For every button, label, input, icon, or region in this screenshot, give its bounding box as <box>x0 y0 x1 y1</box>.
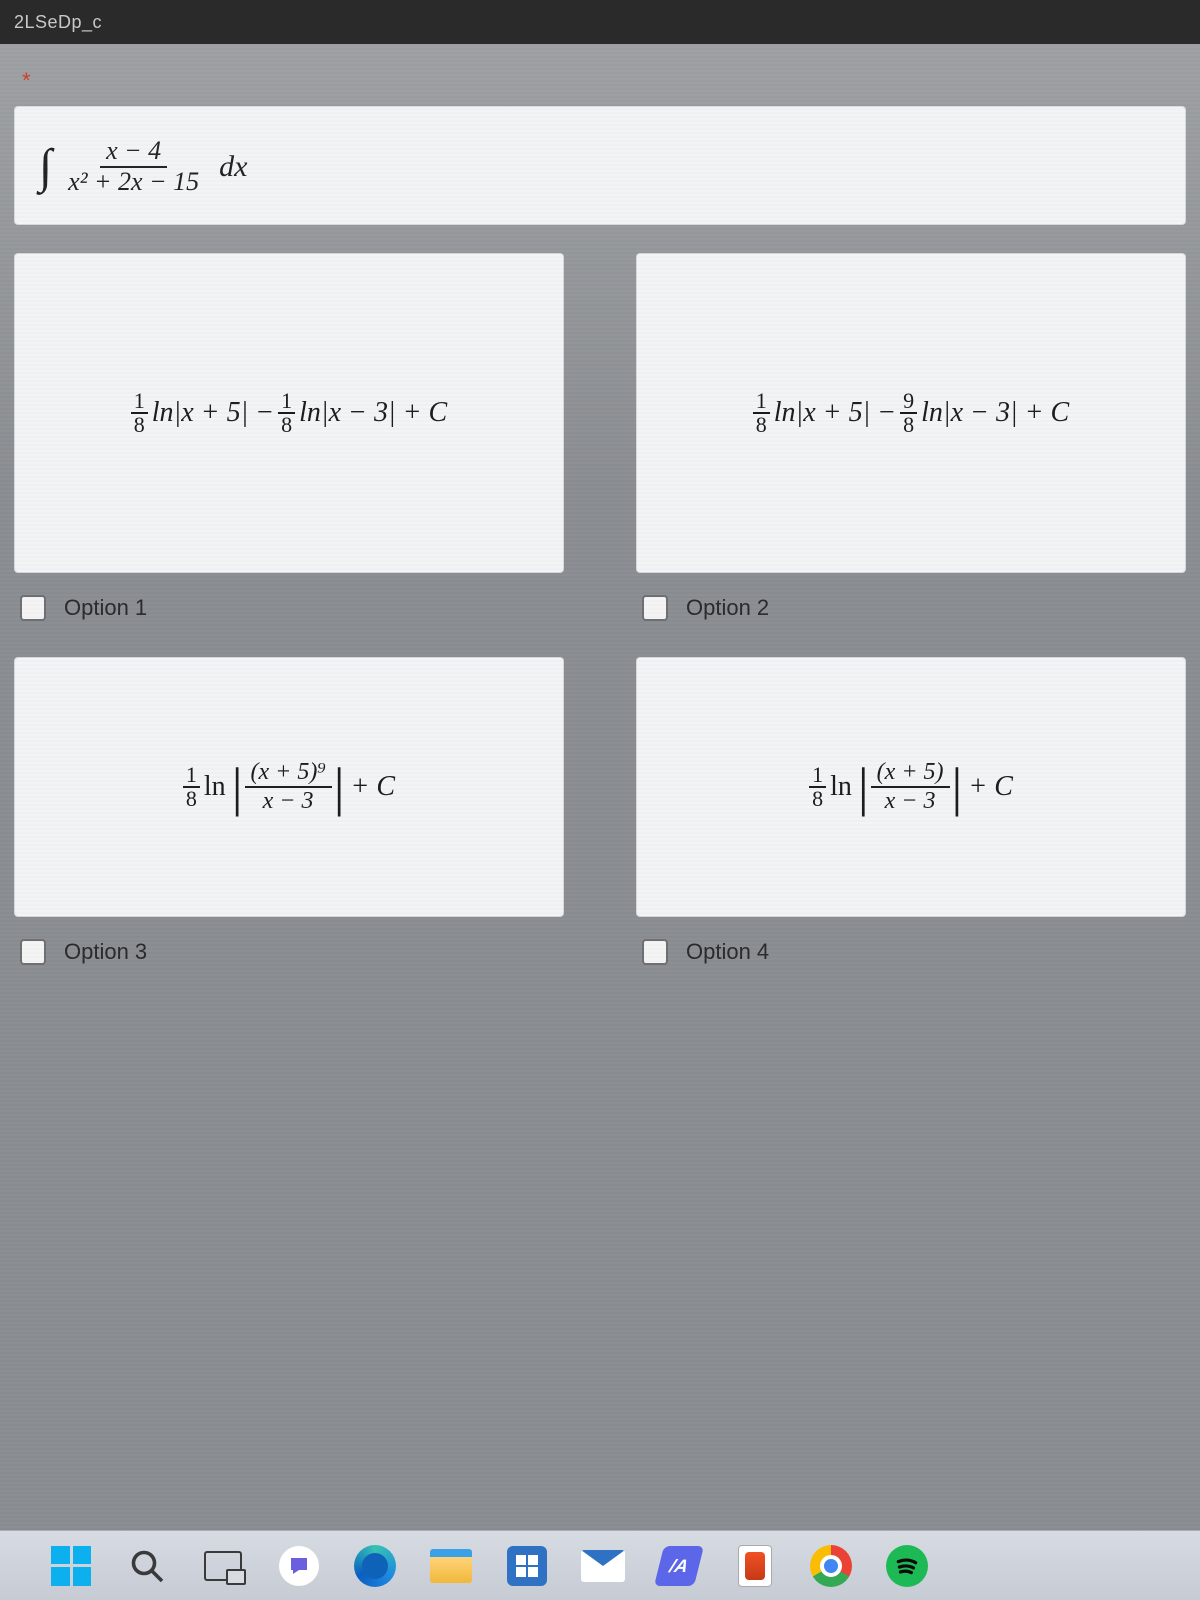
integral-expression: ∫ x − 4 x² + 2x − 15 dx <box>39 137 1161 196</box>
option-4-label: Option 4 <box>686 939 769 965</box>
option-3-check-row[interactable]: Option 3 <box>14 917 564 965</box>
spotify-icon <box>886 1545 928 1587</box>
integral-sign: ∫ <box>39 139 52 194</box>
integrand-numerator: x − 4 <box>100 137 167 168</box>
option-1-card[interactable]: 18 ln|x + 5| − 18 ln|x − 3| + C <box>14 253 564 573</box>
todo-button[interactable]: /A <box>656 1543 702 1589</box>
task-view-icon <box>204 1551 242 1581</box>
edge-icon <box>354 1545 396 1587</box>
option-3-checkbox[interactable] <box>20 939 46 965</box>
option-4-card[interactable]: 18 ln | (x + 5) x − 3 | + C <box>636 657 1186 917</box>
office-button[interactable] <box>732 1543 778 1589</box>
option-1-formula: 18 ln|x + 5| − 18 ln|x − 3| + C <box>131 390 447 436</box>
windows-taskbar[interactable]: /A <box>0 1530 1200 1600</box>
edge-button[interactable] <box>352 1543 398 1589</box>
options-row-1-labels: Option 1 Option 2 <box>8 573 1192 621</box>
options-row-1: 18 ln|x + 5| − 18 ln|x − 3| + C 18 ln|x … <box>8 253 1192 573</box>
required-marker: * <box>8 68 1192 100</box>
todo-icon: /A <box>654 1546 704 1586</box>
chrome-icon <box>810 1545 852 1587</box>
search-icon <box>129 1548 165 1584</box>
option-2-formula: 18 ln|x + 5| − 98 ln|x − 3| + C <box>753 390 1069 436</box>
mail-button[interactable] <box>580 1543 626 1589</box>
chat-button[interactable] <box>276 1543 322 1589</box>
option-3-formula: 18 ln | (x + 5)⁹ x − 3 | + C <box>183 759 395 816</box>
dx: dx <box>219 150 247 184</box>
option-2-check-row[interactable]: Option 2 <box>636 573 1186 621</box>
option-2-label: Option 2 <box>686 595 769 621</box>
option-1-label: Option 1 <box>64 595 147 621</box>
spacer <box>8 621 1192 657</box>
option-3-abs-fraction: | (x + 5)⁹ x − 3 | <box>230 759 347 816</box>
browser-tab-bar: 2LSeDp_c <box>0 0 1200 44</box>
store-icon <box>507 1546 547 1586</box>
form-content: * ∫ x − 4 x² + 2x − 15 dx 18 ln|x + 5| −… <box>0 44 1200 1530</box>
spotify-button[interactable] <box>884 1543 930 1589</box>
office-icon <box>738 1545 772 1587</box>
option-4-formula: 18 ln | (x + 5) x − 3 | + C <box>809 759 1013 816</box>
option-2-checkbox[interactable] <box>642 595 668 621</box>
option-1-check-row[interactable]: Option 1 <box>14 573 564 621</box>
option-1-checkbox[interactable] <box>20 595 46 621</box>
option-3-card[interactable]: 18 ln | (x + 5)⁹ x − 3 | + C <box>14 657 564 917</box>
file-explorer-button[interactable] <box>428 1543 474 1589</box>
folder-icon <box>430 1549 472 1583</box>
option-4-abs-fraction: | (x + 5) x − 3 | <box>856 759 964 816</box>
option-4-check-row[interactable]: Option 4 <box>636 917 1186 965</box>
integrand-fraction: x − 4 x² + 2x − 15 <box>62 137 205 196</box>
tab-title-fragment: 2LSeDp_c <box>14 12 102 33</box>
option-2-card[interactable]: 18 ln|x + 5| − 98 ln|x − 3| + C <box>636 253 1186 573</box>
chat-icon <box>279 1546 319 1586</box>
mail-icon <box>581 1550 625 1582</box>
options-row-2: 18 ln | (x + 5)⁹ x − 3 | + C 18 ln | <box>8 657 1192 917</box>
windows-logo-icon <box>51 1546 91 1586</box>
search-button[interactable] <box>124 1543 170 1589</box>
integrand-denominator: x² + 2x − 15 <box>62 168 205 197</box>
option-4-checkbox[interactable] <box>642 939 668 965</box>
question-card: ∫ x − 4 x² + 2x − 15 dx <box>14 106 1186 225</box>
start-button[interactable] <box>48 1543 94 1589</box>
microsoft-store-button[interactable] <box>504 1543 550 1589</box>
options-row-2-labels: Option 3 Option 4 <box>8 917 1192 965</box>
chrome-button[interactable] <box>808 1543 854 1589</box>
task-view-button[interactable] <box>200 1543 246 1589</box>
option-3-label: Option 3 <box>64 939 147 965</box>
